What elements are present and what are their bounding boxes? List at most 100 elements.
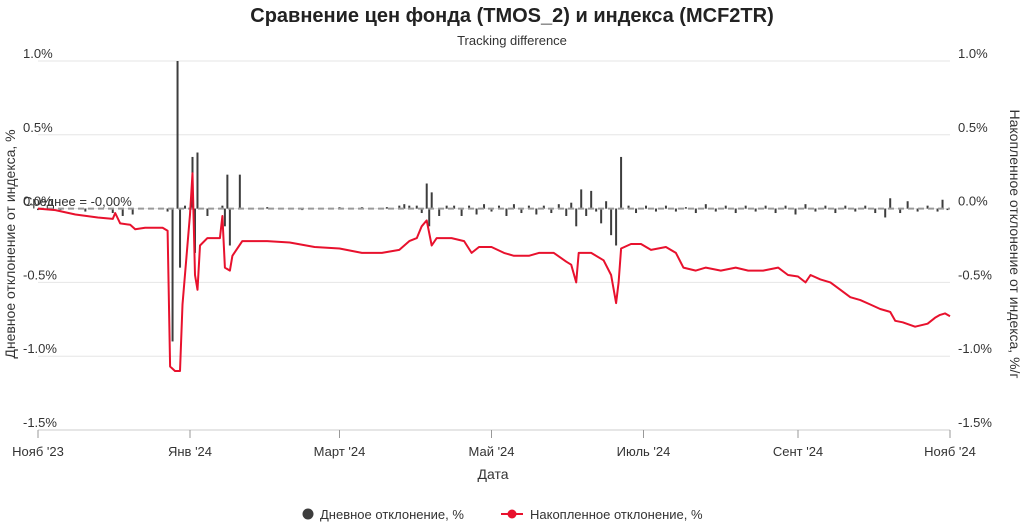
y-tick-label-right: 0.0% — [958, 194, 988, 209]
daily-bar — [266, 207, 269, 209]
daily-bar — [166, 208, 169, 212]
daily-bar — [505, 208, 508, 216]
daily-bar — [580, 189, 583, 209]
daily-bar — [854, 208, 857, 212]
y-tick-label-left: -1.0% — [23, 341, 57, 356]
y-tick-label-right: -1.0% — [958, 341, 992, 356]
daily-bar — [645, 205, 647, 209]
daily-bar — [615, 208, 618, 246]
x-axis: Нояб '23 Янв '24 Март '24 Май '24 Июль '24 Се… — [12, 429, 976, 459]
y-tick-label-right: -0.5% — [958, 267, 992, 282]
daily-bar — [420, 208, 423, 214]
daily-bar — [226, 174, 229, 209]
daily-bar — [228, 208, 231, 246]
daily-bar — [814, 208, 817, 212]
daily-bar — [512, 204, 515, 209]
daily-bar — [704, 204, 707, 209]
legend-marker-daily — [302, 508, 314, 520]
daily-bar — [834, 208, 837, 214]
daily-bar — [620, 156, 623, 209]
grid-lines — [38, 60, 950, 431]
daily-bar — [121, 208, 124, 216]
daily-bar — [131, 208, 134, 215]
daily-bar — [714, 208, 717, 212]
daily-bar — [223, 208, 226, 227]
daily-bar — [605, 201, 608, 209]
daily-bar — [674, 208, 677, 212]
daily-bar — [193, 208, 196, 253]
daily-bar — [941, 199, 944, 209]
daily-bar — [206, 208, 209, 216]
daily-bar — [764, 205, 767, 209]
daily-bar — [460, 208, 463, 216]
daily-bar — [844, 205, 847, 209]
x-tick-label: Нояб '24 — [924, 444, 976, 459]
y-axis-left-title: Дневное отклонение от индекса, % — [2, 129, 18, 358]
daily-bar — [398, 205, 401, 209]
x-tick-label: Нояб '23 — [12, 444, 64, 459]
daily-bar — [734, 208, 737, 214]
daily-bar — [221, 205, 224, 209]
daily-bar — [425, 183, 428, 209]
daily-bar — [184, 205, 187, 209]
daily-bar — [490, 208, 493, 212]
x-tick-label: Сент '24 — [773, 444, 823, 459]
daily-bar — [527, 205, 530, 209]
daily-bar — [111, 208, 114, 214]
daily-bar — [84, 208, 87, 212]
daily-bar — [575, 208, 578, 227]
y-tick-label-left: 1.0% — [23, 46, 53, 61]
daily-bar — [385, 207, 388, 209]
daily-bar — [936, 208, 939, 212]
daily-bar — [899, 208, 902, 214]
daily-bar — [557, 204, 560, 209]
daily-bar — [916, 208, 919, 212]
daily-bar — [627, 205, 630, 209]
daily-bar — [535, 208, 538, 215]
daily-bar — [565, 208, 568, 216]
daily-bar — [635, 208, 638, 214]
y-tick-label-right: 1.0% — [958, 46, 988, 61]
daily-bar — [497, 205, 500, 209]
daily-bar — [238, 174, 241, 209]
daily-bar — [550, 208, 553, 214]
y-tick-label-left: 0.5% — [23, 120, 53, 135]
daily-bar — [438, 208, 441, 216]
daily-bar — [824, 205, 827, 209]
daily-bar — [889, 198, 892, 209]
daily-bar — [946, 208, 949, 211]
daily-bar — [784, 205, 787, 209]
legend-item-cumulative[interactable]: Накопленное отклонение, % — [501, 507, 703, 522]
daily-bar — [430, 192, 433, 209]
x-tick-label: Янв '24 — [168, 444, 212, 459]
daily-bar — [595, 208, 598, 212]
daily-bar — [864, 205, 867, 209]
daily-bar — [483, 204, 486, 209]
daily-bar — [415, 205, 418, 209]
x-tick-label: Март '24 — [314, 444, 366, 459]
daily-bar — [196, 152, 199, 209]
y-axis-right-ticks: 1.0% 0.5% 0.0% -0.5% -1.0% -1.5% — [958, 46, 992, 430]
y-tick-label-right: 0.5% — [958, 120, 988, 135]
legend[interactable]: Дневное отклонение, % Накопленное отклон… — [302, 507, 703, 522]
daily-bar — [754, 208, 757, 212]
y-tick-label-left: -0.5% — [23, 267, 57, 282]
daily-bar — [585, 208, 588, 216]
cumulative-deviation-line — [37, 172, 951, 372]
y-tick-label-left: 0.0% — [23, 194, 53, 209]
daily-bar — [874, 208, 877, 214]
chart-subtitle: Tracking difference — [457, 33, 567, 48]
legend-item-daily[interactable]: Дневное отклонение, % — [302, 507, 465, 522]
legend-label-daily: Дневное отклонение, % — [320, 507, 464, 522]
daily-bar — [590, 190, 593, 209]
legend-marker-cumulative — [507, 509, 517, 519]
y-axis-right-title: Накопленное отклонение от индекса, %/г — [1007, 109, 1023, 378]
legend-label-cumulative: Накопленное отклонение, % — [530, 507, 703, 522]
daily-bar — [408, 205, 411, 209]
daily-bar — [445, 205, 448, 209]
daily-deviation-columns — [37, 61, 949, 342]
daily-bar — [724, 205, 727, 209]
daily-bar — [884, 208, 887, 218]
daily-bar — [906, 201, 909, 209]
daily-bar — [684, 207, 687, 209]
